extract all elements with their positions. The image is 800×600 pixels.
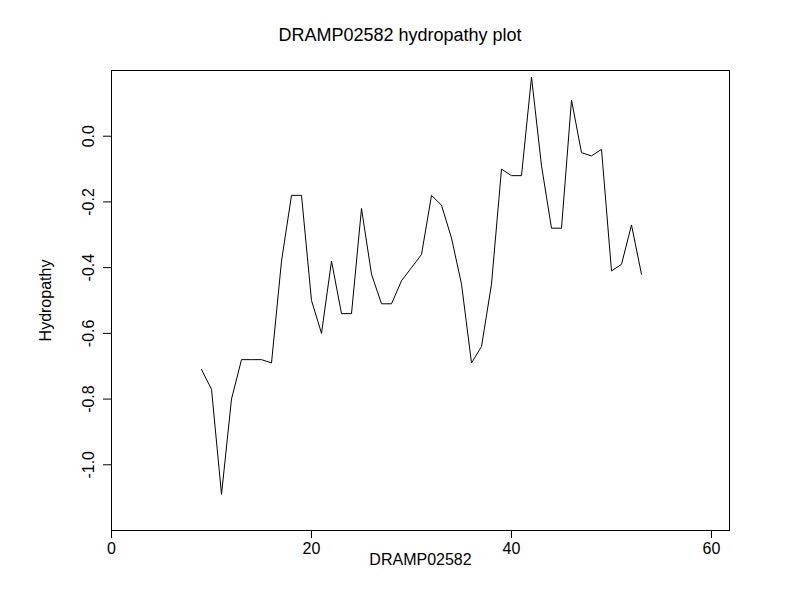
svg-text:-0.6: -0.6 [80,319,97,347]
svg-text:-0.4: -0.4 [80,254,97,282]
svg-text:20: 20 [303,540,321,557]
svg-text:-1.0: -1.0 [80,451,97,479]
svg-text:-0.8: -0.8 [80,385,97,413]
svg-text:40: 40 [503,540,521,557]
svg-text:0: 0 [107,540,116,557]
svg-text:-0.2: -0.2 [80,188,97,216]
svg-text:0.0: 0.0 [80,125,97,147]
svg-text:DRAMP02582: DRAMP02582 [369,551,471,568]
svg-text:60: 60 [703,540,721,557]
html-text:DRAMP02582 hydropathy plot: DRAMP02582 hydropathy plot [278,25,522,45]
svg-text:Hydropathy: Hydropathy [37,260,54,342]
